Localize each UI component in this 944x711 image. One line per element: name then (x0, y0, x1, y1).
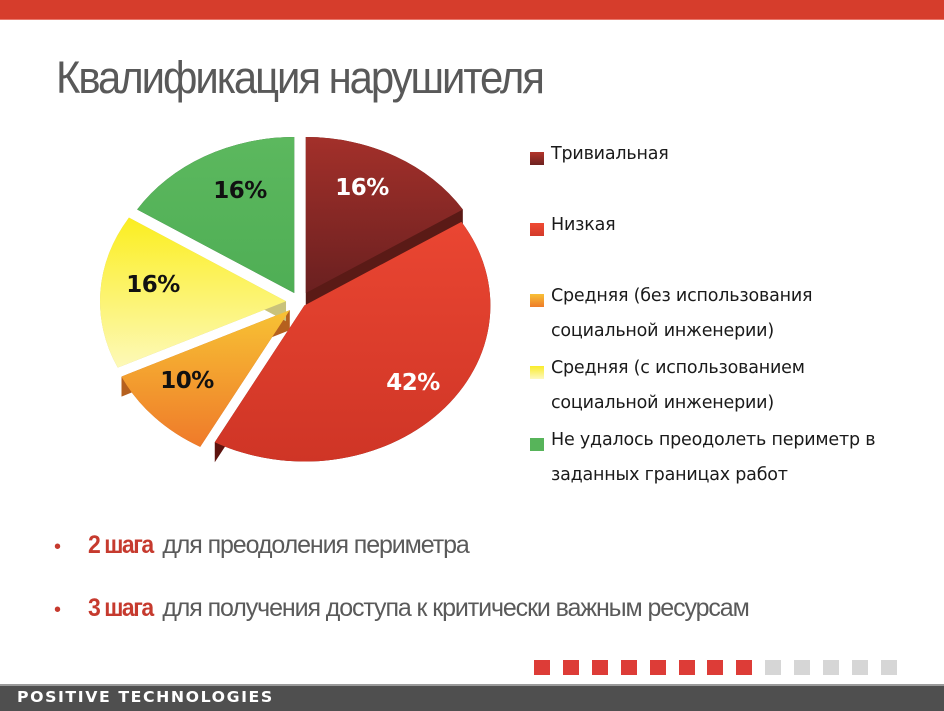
legend-item-medium-se: Средняя (с использованием социальной инж… (530, 358, 805, 421)
progress-square (794, 660, 811, 675)
pie-slice-label: 10% (160, 368, 214, 394)
legend-swatch-icon (530, 438, 544, 451)
bullet-icon: • (54, 599, 62, 621)
legend-label: Средняя (без использования социальной ин… (551, 286, 813, 341)
legend-swatch-icon (530, 223, 544, 236)
progress-square (851, 660, 868, 675)
pie-chart: 16% 42% 10% 16% 16% (100, 137, 491, 482)
legend-label: Средняя (с использованием социальной инж… (551, 358, 805, 413)
pie-slice (100, 217, 287, 368)
pie-slice (214, 221, 491, 462)
footer-bar: POSITIVE TECHNOLOGIES (0, 684, 944, 711)
progress-square (765, 660, 782, 675)
progress-square (880, 660, 897, 675)
legend-item-perimeter-not-breached: Не удалось преодолеть периметр в заданны… (530, 430, 876, 493)
legend-item-trivial: Тривиальная (530, 144, 669, 172)
progress-square (562, 660, 579, 675)
bullet-text: для преодоления периметра (162, 531, 469, 559)
legend-label: Низкая (551, 215, 616, 235)
bullet-item: • 3 шага для получения доступа к критиче… (54, 594, 750, 623)
legend-item-low: Низкая (530, 215, 616, 243)
bullet-highlight: 2 шага (88, 531, 154, 559)
progress-square (736, 660, 753, 675)
bullet-icon: • (54, 536, 62, 558)
pie-slice (137, 137, 295, 294)
pie-slice-label: 16% (213, 178, 267, 204)
progress-square (534, 660, 550, 675)
slide-title: Квалификация нарушителя (56, 52, 545, 103)
progress-square (823, 660, 839, 675)
legend-swatch-icon (530, 366, 544, 379)
pie-slice-label: 16% (335, 175, 389, 201)
progress-square (649, 660, 666, 675)
top-accent-bar (0, 0, 944, 20)
legend-item-medium-no-se: Средняя (без использования социальной ин… (530, 286, 813, 349)
legend-swatch-icon (530, 152, 544, 165)
pie-slice (305, 137, 463, 294)
legend-label: Тривиальная (551, 144, 669, 164)
pie-slice-label: 16% (126, 272, 180, 298)
bullet-item: • 2 шага для преодоления периметра (54, 531, 470, 560)
bullet-highlight: 3 шага (88, 594, 154, 622)
progress-square (591, 660, 608, 675)
legend-swatch-icon (530, 294, 544, 307)
pie-slice (121, 310, 290, 447)
bullet-text: для получения доступа к критически важны… (162, 594, 749, 622)
pie-slice-label: 42% (386, 370, 440, 396)
company-logo: POSITIVE TECHNOLOGIES (17, 688, 274, 706)
progress-square (620, 660, 637, 675)
legend-label: Не удалось преодолеть периметр в заданны… (551, 430, 876, 485)
progress-square (678, 660, 695, 675)
progress-square (707, 660, 724, 675)
